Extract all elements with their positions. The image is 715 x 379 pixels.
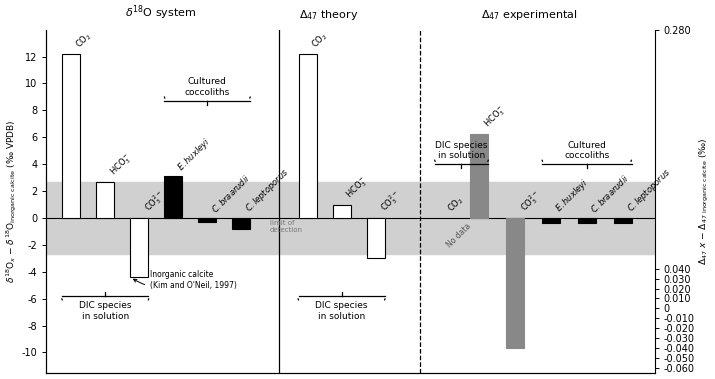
Text: $\Delta_{47}$ experimental: $\Delta_{47}$ experimental xyxy=(481,8,578,22)
Bar xyxy=(130,218,148,277)
Text: Inorganic calcite
(Kim and O'Neil, 1997): Inorganic calcite (Kim and O'Neil, 1997) xyxy=(134,270,237,290)
Bar xyxy=(232,218,250,229)
Bar xyxy=(367,218,385,258)
Text: HCO$_3^-$: HCO$_3^-$ xyxy=(107,151,135,179)
Text: $\it{E. huxleyi}$: $\it{E. huxleyi}$ xyxy=(553,177,591,215)
Text: No data: No data xyxy=(445,222,473,250)
Text: Cultured
coccoliths: Cultured coccoliths xyxy=(564,141,609,160)
Bar xyxy=(62,54,80,218)
Bar xyxy=(506,218,524,348)
Bar xyxy=(613,218,631,223)
Text: $\it{C. leptoporus}$: $\it{C. leptoporus}$ xyxy=(624,166,674,215)
Text: $\it{E. huxleyi}$: $\it{E. huxleyi}$ xyxy=(175,135,214,174)
Bar xyxy=(198,218,216,222)
Text: HCO$_3^-$: HCO$_3^-$ xyxy=(343,174,372,202)
Bar xyxy=(578,218,596,223)
Text: $\it{C. leptoporus}$: $\it{C. leptoporus}$ xyxy=(243,166,292,215)
Text: $\it{C. braarudii}$: $\it{C. braarudii}$ xyxy=(588,172,631,215)
Text: CO$_3^{2-}$: CO$_3^{2-}$ xyxy=(517,188,544,215)
Bar xyxy=(332,205,350,218)
Text: DIC species
in solution: DIC species in solution xyxy=(435,141,488,160)
Text: CO$_2$: CO$_2$ xyxy=(310,30,330,51)
Text: $\Delta_{47}$ theory: $\Delta_{47}$ theory xyxy=(300,8,359,22)
Text: CO$_3^{2-}$: CO$_3^{2-}$ xyxy=(378,188,405,215)
Text: Cultured
coccoliths: Cultured coccoliths xyxy=(184,77,230,97)
Bar xyxy=(470,134,488,218)
Text: limit of
detection: limit of detection xyxy=(270,220,303,233)
Y-axis label: $\Delta_{47}$ $x$ $-$ $\Delta_{47\ \rm inorganic\ calcite}$ (‰): $\Delta_{47}$ $x$ $-$ $\Delta_{47\ \rm i… xyxy=(698,137,711,265)
Bar xyxy=(299,54,317,218)
Text: CO$_3^{2-}$: CO$_3^{2-}$ xyxy=(141,188,168,215)
Text: $\delta^{18}$O system: $\delta^{18}$O system xyxy=(125,3,197,22)
Bar xyxy=(542,218,560,223)
Text: CO$_2$: CO$_2$ xyxy=(445,194,467,215)
Y-axis label: $\delta^{18}$O$_x$ $-$ $\delta^{18}$O$_{\rm inorganic\ calcite}$ (‰ VPDB): $\delta^{18}$O$_x$ $-$ $\delta^{18}$O$_{… xyxy=(4,119,19,283)
Bar xyxy=(97,182,114,218)
Text: HCO$_3^-$: HCO$_3^-$ xyxy=(481,103,509,131)
Bar xyxy=(164,176,182,218)
Text: DIC species
in solution: DIC species in solution xyxy=(79,301,132,321)
Text: DIC species
in solution: DIC species in solution xyxy=(315,301,368,321)
Text: CO$_2$: CO$_2$ xyxy=(73,30,94,51)
Bar xyxy=(46,182,655,254)
Text: $\it{C. braarudii}$: $\it{C. braarudii}$ xyxy=(209,172,252,215)
